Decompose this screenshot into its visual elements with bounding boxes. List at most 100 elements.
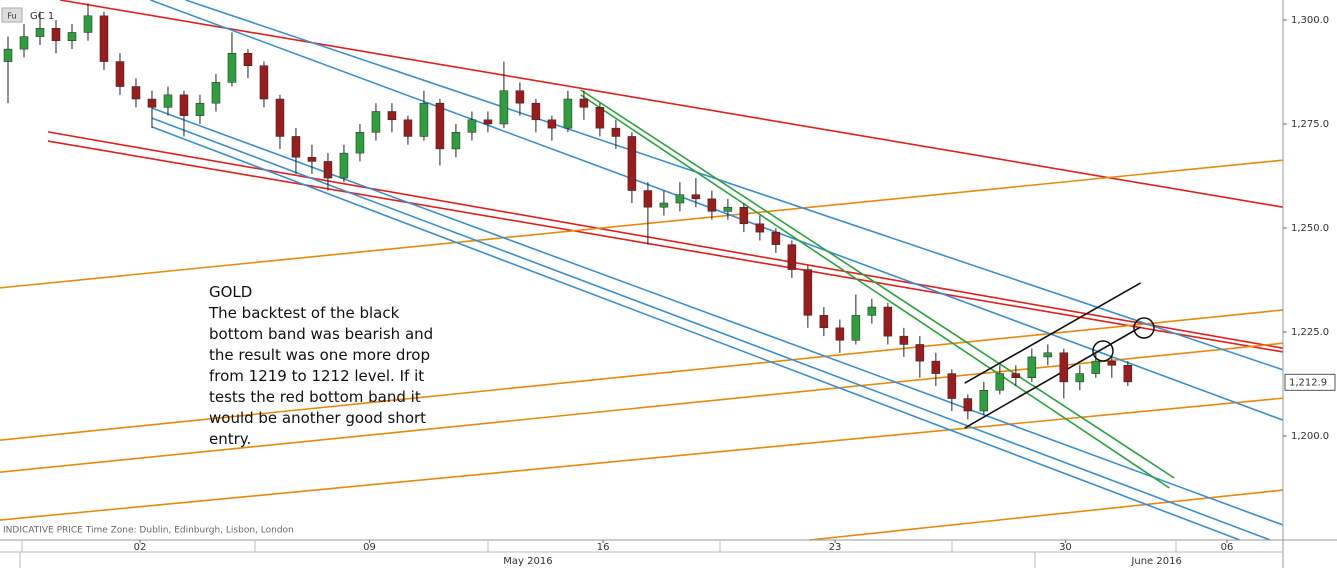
y-tick-label: 1,200.0 [1291,431,1329,442]
candle-body [3,48,13,62]
candle-body [1091,360,1101,374]
trendline [964,282,1142,384]
trendline [809,489,1284,541]
annotation: GOLD The backtest of the black bottom band… [208,283,433,448]
trendline [150,0,1284,421]
candle-body [67,32,77,42]
candle-body [147,98,157,108]
candle-body [227,53,237,83]
candle-body [19,36,29,50]
candle-body [1027,356,1037,379]
candle-body [451,132,461,150]
trendline [0,309,1284,441]
candle-body [515,90,525,104]
candle-body [787,244,797,270]
annotation-line: would be another good short [209,409,426,427]
candle-body [723,206,733,212]
trendline [151,117,1271,541]
candle-body [835,327,845,341]
candle-body [995,373,1005,391]
y-tick-label: 1,225.0 [1291,327,1329,338]
candles [3,3,1133,420]
candle-body [211,82,221,104]
candle-body [899,335,909,345]
candle-body [1043,352,1053,358]
month-label: June 2016 [1130,556,1181,567]
annotation-line: tests the red bottom band it [209,388,421,406]
symbol: GC 1 [30,11,54,22]
candle-body [1075,373,1085,383]
y-tick-label: 1,300.0 [1291,15,1329,26]
candle-body [483,119,493,125]
candle-body [627,136,637,191]
annotation-line: entry. [209,430,251,448]
candle-body [739,206,749,225]
candle-body [579,98,589,108]
candle-body [99,15,109,62]
candle-body [371,111,381,133]
trendline [0,159,1284,289]
trendline [580,94,1170,489]
candle-body [755,223,765,233]
month-label: May 2016 [503,556,552,567]
candle-body [163,94,173,108]
annotation-line: The backtest of the black [208,304,400,322]
trendline [47,131,1284,350]
y-tick-label: 1,250.0 [1291,223,1329,234]
candle-body [467,119,477,133]
candle-body [531,102,541,121]
marker-circle [1133,317,1155,339]
x-tick-label: 30 [1059,542,1072,553]
trendline [47,140,1284,353]
candle-body [803,269,813,316]
candle-body [1059,352,1069,383]
candle-body [339,152,349,179]
last-price-label: 1,212.9 [1289,377,1327,388]
candle-body [707,198,717,212]
trendline [964,326,1142,429]
candle-body [963,398,973,412]
candle-body [243,53,253,66]
annotation-line: GOLD [209,283,252,301]
candle-body [1011,373,1021,379]
week-separators [19,540,1177,568]
trendline [151,126,1241,541]
footer: INDICATIVE PRICE Time Zone: Dublin, Edin… [3,526,294,536]
candle-body [131,86,141,100]
trendline [580,89,1175,479]
candle-body [435,102,445,150]
x-tick-label: 09 [363,542,376,553]
candle-body [83,15,93,33]
candle-body [387,111,397,121]
candle-body [419,102,429,137]
trendline [59,0,1284,208]
candle-body [819,315,829,329]
candle-body [595,107,605,129]
candle-body [659,202,669,208]
candle-body [547,119,557,129]
candle-body [643,190,653,208]
annotation-line: the result was one more drop [209,346,430,364]
marker-circle [1092,340,1114,362]
x-tick-label: 06 [1221,542,1234,553]
candle-body [259,65,269,100]
candle-body [1107,360,1117,366]
candle-body [979,389,989,412]
candle-body [931,360,941,374]
candle-body [115,61,125,87]
candle-body [611,127,621,137]
x-tick-label: 16 [597,542,610,553]
symbol-icon: Fu [7,12,16,21]
candle-body [915,344,925,362]
x-tick-label: 23 [829,542,842,553]
candle-body [403,119,413,137]
candle-body [275,98,285,137]
annotation-line: bottom band was bearish and [209,325,433,343]
symbol-icon-box [1,7,23,23]
candle-body [355,132,365,154]
candle-body [323,161,333,179]
candle-body [35,28,45,37]
candle-body [563,98,573,129]
